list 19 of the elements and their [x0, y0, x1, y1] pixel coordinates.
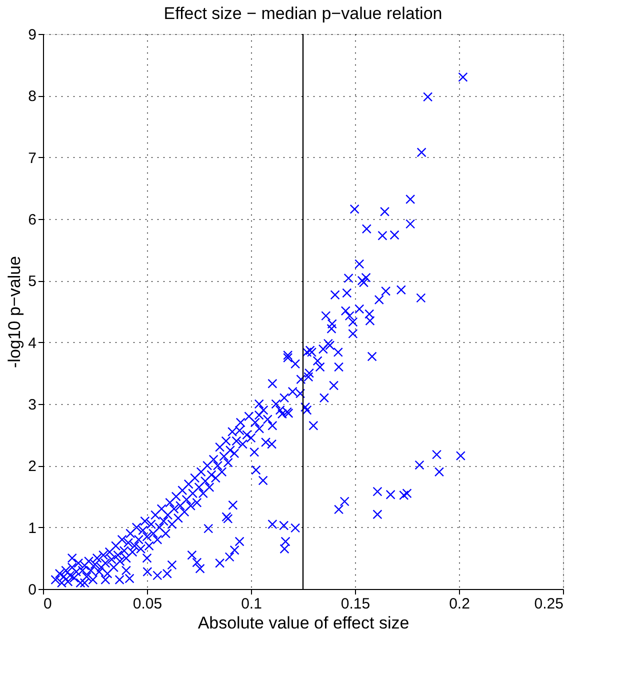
- x-tick-label: 0.25: [534, 596, 564, 612]
- y-tick-label: 2: [28, 458, 36, 476]
- y-tick-label: 0: [28, 582, 36, 598]
- x-tick-label: 0.2: [449, 596, 470, 612]
- x-tick-label: 0: [44, 596, 52, 612]
- y-tick-label: 4: [28, 334, 36, 352]
- y-tick-label: 7: [28, 150, 36, 167]
- y-tick-label: 8: [28, 88, 36, 106]
- y-axis-title: -log10 p−value: [5, 256, 24, 368]
- x-axis-title: Absolute value of effect size: [198, 614, 410, 632]
- x-tick-label: 0.15: [340, 596, 370, 612]
- y-tick-label: 1: [28, 520, 36, 537]
- y-tick-label: 6: [28, 212, 36, 228]
- y-tick-label: 3: [28, 396, 36, 414]
- y-tick-label: 5: [28, 273, 36, 290]
- chart-title: Effect size − median p−value relation: [164, 4, 442, 23]
- x-tick-label: 0.1: [241, 596, 262, 612]
- x-tick-label: 0.05: [132, 596, 162, 612]
- y-tick-label: 9: [28, 26, 36, 44]
